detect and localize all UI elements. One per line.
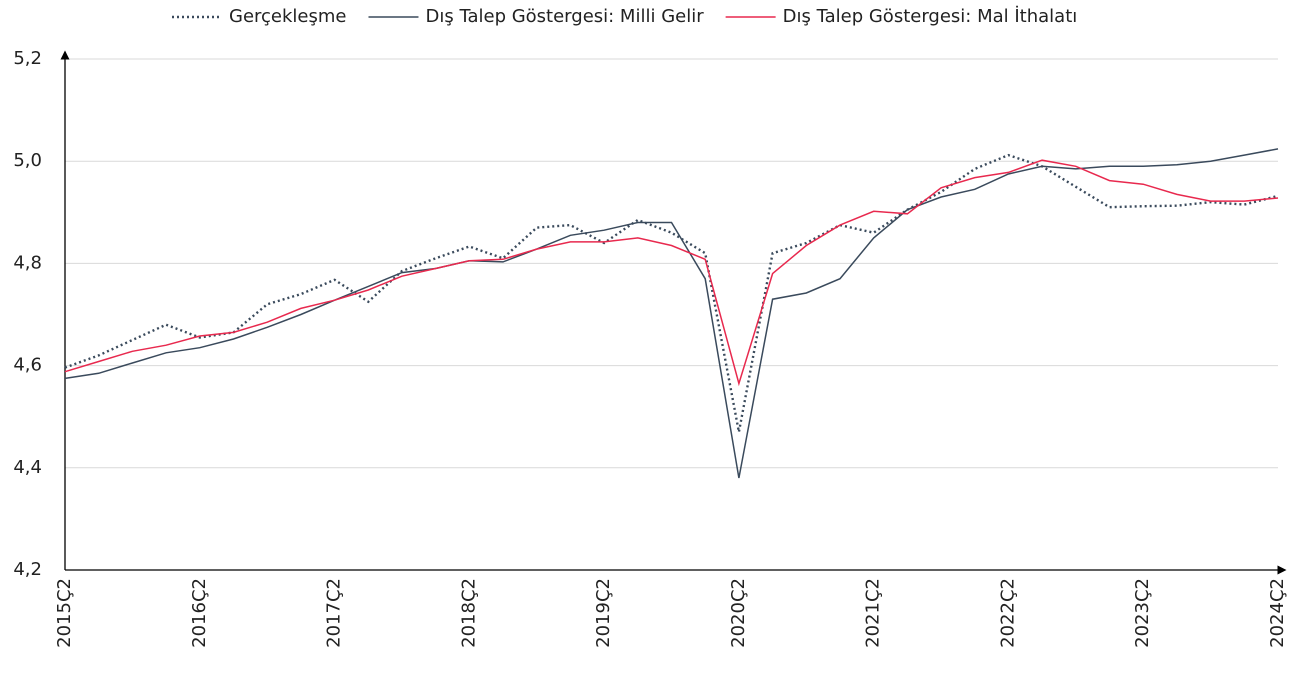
series-line bbox=[64, 153, 1279, 433]
y-tick-label: 4,2 bbox=[13, 559, 42, 580]
x-tick-label: 2022Ç2 bbox=[997, 578, 1018, 648]
x-tick-label: 2021Ç2 bbox=[863, 578, 884, 648]
series-line bbox=[64, 148, 1279, 479]
x-tick-label: 2018Ç2 bbox=[458, 578, 479, 648]
y-tick-label: 4,4 bbox=[13, 457, 42, 478]
y-tick-label: 5,2 bbox=[13, 48, 42, 69]
legend-label: Dış Talep Göstergesi: Milli Gelir bbox=[425, 6, 704, 27]
legend-label: Gerçekleşme bbox=[229, 6, 346, 27]
x-tick-label: 2023Ç2 bbox=[1132, 578, 1153, 648]
x-tick-label: 2015Ç2 bbox=[54, 578, 75, 648]
y-tick-label: 4,6 bbox=[13, 355, 42, 376]
y-tick-label: 5,0 bbox=[13, 150, 42, 171]
x-tick-label: 2019Ç2 bbox=[593, 578, 614, 648]
series-line bbox=[64, 159, 1279, 387]
x-tick-label: 2024Ç2 bbox=[1267, 578, 1288, 648]
y-tick-label: 4,8 bbox=[13, 252, 42, 273]
legend-label: Dış Talep Göstergesi: Mal İthalatı bbox=[783, 6, 1078, 27]
x-tick-label: 2017Ç2 bbox=[324, 578, 345, 648]
x-tick-label: 2016Ç2 bbox=[189, 578, 210, 648]
x-tick-label: 2020Ç2 bbox=[728, 578, 749, 648]
